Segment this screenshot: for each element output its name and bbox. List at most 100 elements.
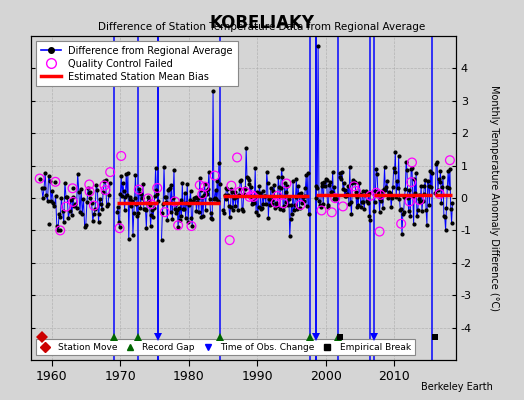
- Point: [339, 186, 347, 192]
- Point: [94, 211, 103, 218]
- Point: [324, 204, 333, 210]
- Point: [176, 216, 184, 223]
- Point: [85, 190, 93, 196]
- Point: [230, 194, 238, 201]
- Point: [397, 220, 406, 227]
- Point: [237, 177, 245, 183]
- Point: [375, 191, 383, 198]
- Point: [116, 190, 125, 197]
- Point: [344, 182, 352, 189]
- Point: [285, 196, 293, 202]
- Point: [171, 210, 180, 216]
- Point: [90, 211, 98, 217]
- Point: [222, 185, 231, 192]
- Point: [366, 217, 375, 224]
- Point: [50, 203, 59, 209]
- Point: [323, 202, 332, 208]
- Point: [445, 184, 453, 191]
- Point: [47, 198, 55, 204]
- Point: [439, 174, 447, 180]
- Point: [173, 207, 181, 214]
- Point: [69, 194, 77, 200]
- Point: [269, 188, 278, 194]
- Point: [167, 209, 175, 216]
- Point: [279, 200, 287, 206]
- Point: [117, 153, 125, 159]
- Point: [296, 190, 304, 197]
- Point: [437, 200, 445, 206]
- Y-axis label: Monthly Temperature Anomaly Difference (°C): Monthly Temperature Anomaly Difference (…: [488, 85, 498, 311]
- Point: [146, 202, 154, 208]
- Point: [395, 153, 403, 159]
- Point: [122, 171, 130, 177]
- Point: [446, 205, 455, 212]
- Point: [443, 184, 452, 191]
- Point: [227, 186, 236, 192]
- Point: [264, 214, 272, 221]
- Point: [212, 196, 221, 202]
- Point: [266, 202, 274, 208]
- Point: [360, 205, 368, 212]
- Point: [345, 201, 353, 208]
- Point: [328, 189, 336, 195]
- Point: [303, 203, 311, 209]
- Point: [241, 186, 249, 193]
- Point: [298, 200, 307, 206]
- Point: [258, 188, 267, 194]
- Point: [282, 180, 291, 187]
- Point: [283, 183, 291, 189]
- Point: [57, 195, 66, 201]
- Point: [234, 207, 242, 213]
- Point: [214, 198, 222, 204]
- Point: [427, 184, 435, 190]
- Point: [90, 202, 98, 209]
- Point: [174, 222, 182, 228]
- Point: [292, 176, 301, 182]
- Point: [233, 193, 242, 199]
- Point: [81, 224, 89, 230]
- Point: [42, 192, 50, 198]
- Point: [166, 185, 174, 191]
- Point: [277, 166, 286, 172]
- Point: [287, 202, 296, 208]
- Point: [358, 188, 367, 194]
- Point: [225, 214, 234, 220]
- Point: [86, 195, 95, 202]
- Point: [304, 170, 312, 176]
- Point: [336, 174, 345, 180]
- Point: [385, 188, 393, 195]
- Point: [197, 214, 205, 220]
- Point: [195, 209, 203, 215]
- Point: [271, 205, 279, 211]
- Point: [128, 198, 136, 204]
- Point: [370, 199, 379, 206]
- Point: [198, 191, 206, 198]
- Point: [83, 198, 91, 205]
- Point: [233, 154, 242, 161]
- Point: [406, 213, 414, 219]
- Point: [40, 185, 48, 192]
- Point: [223, 186, 232, 192]
- Point: [301, 185, 310, 192]
- Point: [379, 186, 388, 192]
- Point: [386, 190, 395, 196]
- Point: [271, 200, 280, 206]
- Point: [348, 180, 356, 186]
- Point: [341, 187, 350, 194]
- Point: [281, 180, 289, 186]
- Point: [225, 203, 233, 210]
- Point: [387, 204, 396, 211]
- Point: [171, 198, 179, 205]
- Point: [219, 207, 227, 214]
- Point: [147, 201, 156, 208]
- Point: [342, 192, 351, 199]
- Point: [250, 194, 258, 200]
- Point: [402, 158, 410, 165]
- Point: [39, 194, 47, 201]
- Point: [174, 224, 182, 230]
- Point: [78, 210, 86, 217]
- Point: [215, 180, 224, 187]
- Point: [302, 172, 310, 178]
- Point: [158, 209, 167, 216]
- Point: [99, 189, 107, 195]
